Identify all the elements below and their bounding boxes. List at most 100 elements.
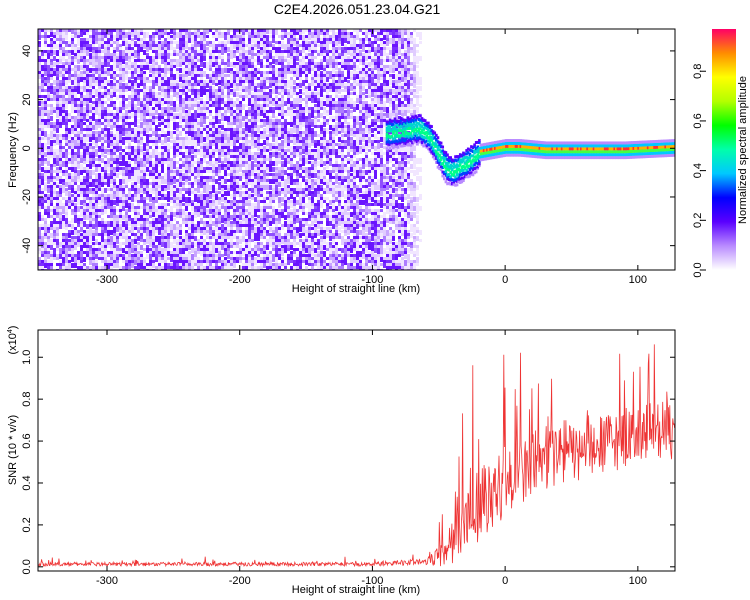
spectrogram-cell xyxy=(176,179,179,182)
spectrogram-cell xyxy=(218,89,221,92)
spectrogram-cell xyxy=(83,47,86,52)
spectrogram-cell xyxy=(50,74,53,79)
spectrogram-cell xyxy=(68,143,71,146)
spectrogram-cell xyxy=(143,155,146,158)
spectrogram-cell xyxy=(194,83,197,86)
spectrogram-cell xyxy=(200,182,203,185)
spectrogram-cell xyxy=(188,95,191,100)
spectrogram-cell xyxy=(164,230,167,235)
spectrogram-cell xyxy=(101,233,104,238)
spectrogram-cell xyxy=(77,266,80,270)
spectrogram-cell xyxy=(149,203,152,206)
spectrogram-cell xyxy=(143,227,146,230)
spectrogram-cell xyxy=(113,143,116,148)
spectrogram-cell xyxy=(146,191,149,194)
spectrogram-cell xyxy=(152,230,155,233)
spectrogram-cell xyxy=(203,53,206,56)
spectrogram-cell xyxy=(170,170,173,175)
spectrogram-cell xyxy=(251,53,254,58)
spectrogram-cell xyxy=(53,143,56,146)
spectrogram-cell xyxy=(92,116,95,121)
spectrogram-cell xyxy=(251,182,254,187)
spectrogram-cell xyxy=(155,251,158,256)
spectrogram-cell xyxy=(167,155,170,160)
spectrogram-cell xyxy=(83,221,86,224)
spectrogram-cell xyxy=(191,185,194,188)
spectrogram-cell xyxy=(254,83,257,86)
spectrogram-cell xyxy=(113,56,116,61)
spectrogram-cell xyxy=(128,143,131,148)
spectrogram-cell xyxy=(59,203,62,206)
spectrogram-cell xyxy=(245,191,248,196)
spectrogram-cell xyxy=(260,152,263,155)
spectrogram-cell xyxy=(170,161,173,164)
spectrogram-cell xyxy=(251,221,254,226)
spectrogram-cell xyxy=(110,215,113,218)
spectrogram-cell xyxy=(68,203,71,208)
spectrogram-cell xyxy=(173,245,176,250)
spectrogram-cell xyxy=(212,47,215,52)
spectrogram-cell xyxy=(134,113,137,116)
spectrogram-cell xyxy=(203,116,206,119)
spectrogram-cell xyxy=(200,179,203,182)
spectrogram-cell xyxy=(200,245,203,248)
spectrogram-cell xyxy=(236,260,239,263)
spectrogram-cell xyxy=(251,44,254,49)
spectrogram-cell xyxy=(146,263,149,268)
spectrogram-cell xyxy=(230,35,233,40)
spectrogram-cell xyxy=(194,131,197,134)
spectrogram-cell xyxy=(236,257,239,260)
spectrogram-cell xyxy=(155,98,158,103)
spectrogram-cell xyxy=(41,227,44,230)
spectrogram-cell xyxy=(254,245,257,248)
spectrogram-cell xyxy=(176,221,179,224)
spectrogram-cell xyxy=(143,131,146,136)
spectrogram-cell xyxy=(251,248,254,253)
spectrogram-cell xyxy=(83,191,86,196)
spectrogram-cell xyxy=(89,83,92,88)
spectrogram-cell xyxy=(206,209,209,212)
spectrogram-cell xyxy=(134,266,137,270)
spectrogram-cell xyxy=(233,38,236,41)
spectrogram-cell xyxy=(164,158,167,161)
spectrogram-cell xyxy=(59,179,62,184)
spectrogram-cell xyxy=(155,161,158,164)
spectrogram-cell xyxy=(197,95,200,100)
spectrogram-cell xyxy=(155,95,158,98)
spectrogram-cell xyxy=(38,242,41,245)
spectrogram-cell xyxy=(56,110,59,113)
spectrogram-cell xyxy=(239,29,242,32)
spectrogram-cell xyxy=(44,107,47,112)
spectrogram-cell xyxy=(149,212,152,215)
spectrogram-cell xyxy=(65,176,68,181)
spectrogram-cell xyxy=(62,164,65,167)
spectrogram-cell xyxy=(149,188,152,193)
spectrogram-cell xyxy=(92,134,95,139)
spectrogram-cell xyxy=(104,116,107,121)
spectrogram-cell xyxy=(134,224,137,227)
spectrogram-cell xyxy=(224,107,227,112)
spectrogram-cell xyxy=(194,134,197,139)
spectrogram-cell xyxy=(137,227,140,230)
spectrogram-cell xyxy=(113,116,116,121)
spectrogram-cell xyxy=(218,110,221,115)
spectrogram-cell xyxy=(206,260,209,263)
spectrogram-cell xyxy=(236,86,239,91)
spectrogram-cell xyxy=(125,161,128,164)
spectrogram-cell xyxy=(206,74,209,79)
spectrogram-cell xyxy=(251,170,254,175)
spectrogram-cell xyxy=(161,68,164,73)
spectrogram-cell xyxy=(212,200,215,203)
spectrogram-cell xyxy=(149,107,152,112)
spectrogram-cell xyxy=(188,86,191,91)
spectrogram-cell xyxy=(167,47,170,52)
spectrogram-cell xyxy=(92,146,95,149)
spectrogram-cell xyxy=(248,209,251,214)
spectrogram-cell xyxy=(44,29,47,34)
spectrogram-cell xyxy=(176,143,179,148)
spectrogram-cell xyxy=(80,119,83,124)
spectrogram-cell xyxy=(68,68,71,71)
spectrogram-cell xyxy=(254,227,257,230)
spectrogram-cell xyxy=(245,140,248,143)
spectrogram-cell xyxy=(44,224,47,229)
